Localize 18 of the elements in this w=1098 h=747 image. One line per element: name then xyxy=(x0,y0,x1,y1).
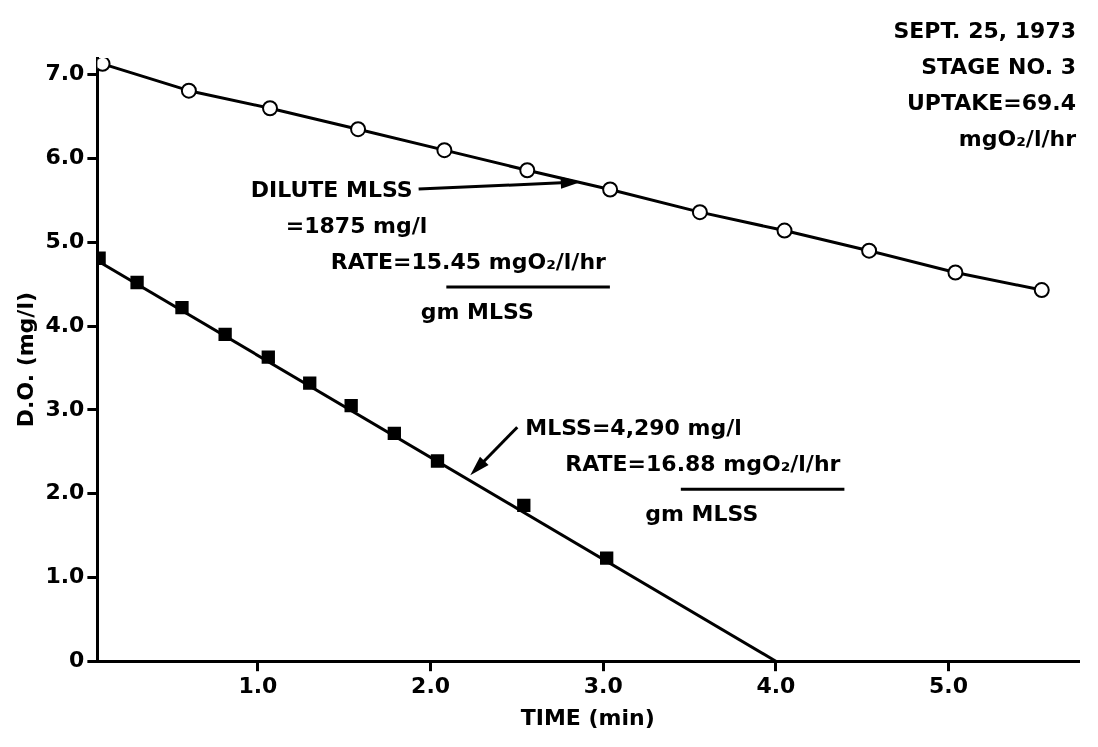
x-tick-label: 4.0 xyxy=(756,673,796,699)
y-tick-label: 0 xyxy=(69,646,85,672)
y-tick-label: 7.0 xyxy=(45,60,85,86)
x-tick-label: 5.0 xyxy=(929,673,969,699)
y-tick-label: 2.0 xyxy=(45,479,85,505)
y-tick-label: 4.0 xyxy=(45,311,85,337)
x-axis-title: TIME (min) xyxy=(520,704,655,730)
annotation: MLSS=4,290 mg/l RATE=16.88 mgO₂/l/hr gm MLSS xyxy=(525,415,841,527)
annotation: DILUTE MLSS =1875 mg/l RATE=15.45 mgO₂/l/hr gm MLSS xyxy=(250,176,607,324)
x-tick-label: 2.0 xyxy=(411,673,451,699)
annotation: SEPT. 25, 1973 STAGE NO. 3 UPTAKE=69.4 mgO₂/l/hr xyxy=(893,18,1077,151)
y-axis-title: D.O. (mg/l) xyxy=(12,291,38,428)
y-tick-label: 3.0 xyxy=(45,395,85,421)
x-tick-label: 3.0 xyxy=(583,673,623,699)
x-tick-label: 1.0 xyxy=(238,673,278,699)
y-tick-label: 6.0 xyxy=(45,144,85,170)
y-tick-label: 5.0 xyxy=(45,228,85,254)
y-tick-label: 1.0 xyxy=(45,563,85,589)
